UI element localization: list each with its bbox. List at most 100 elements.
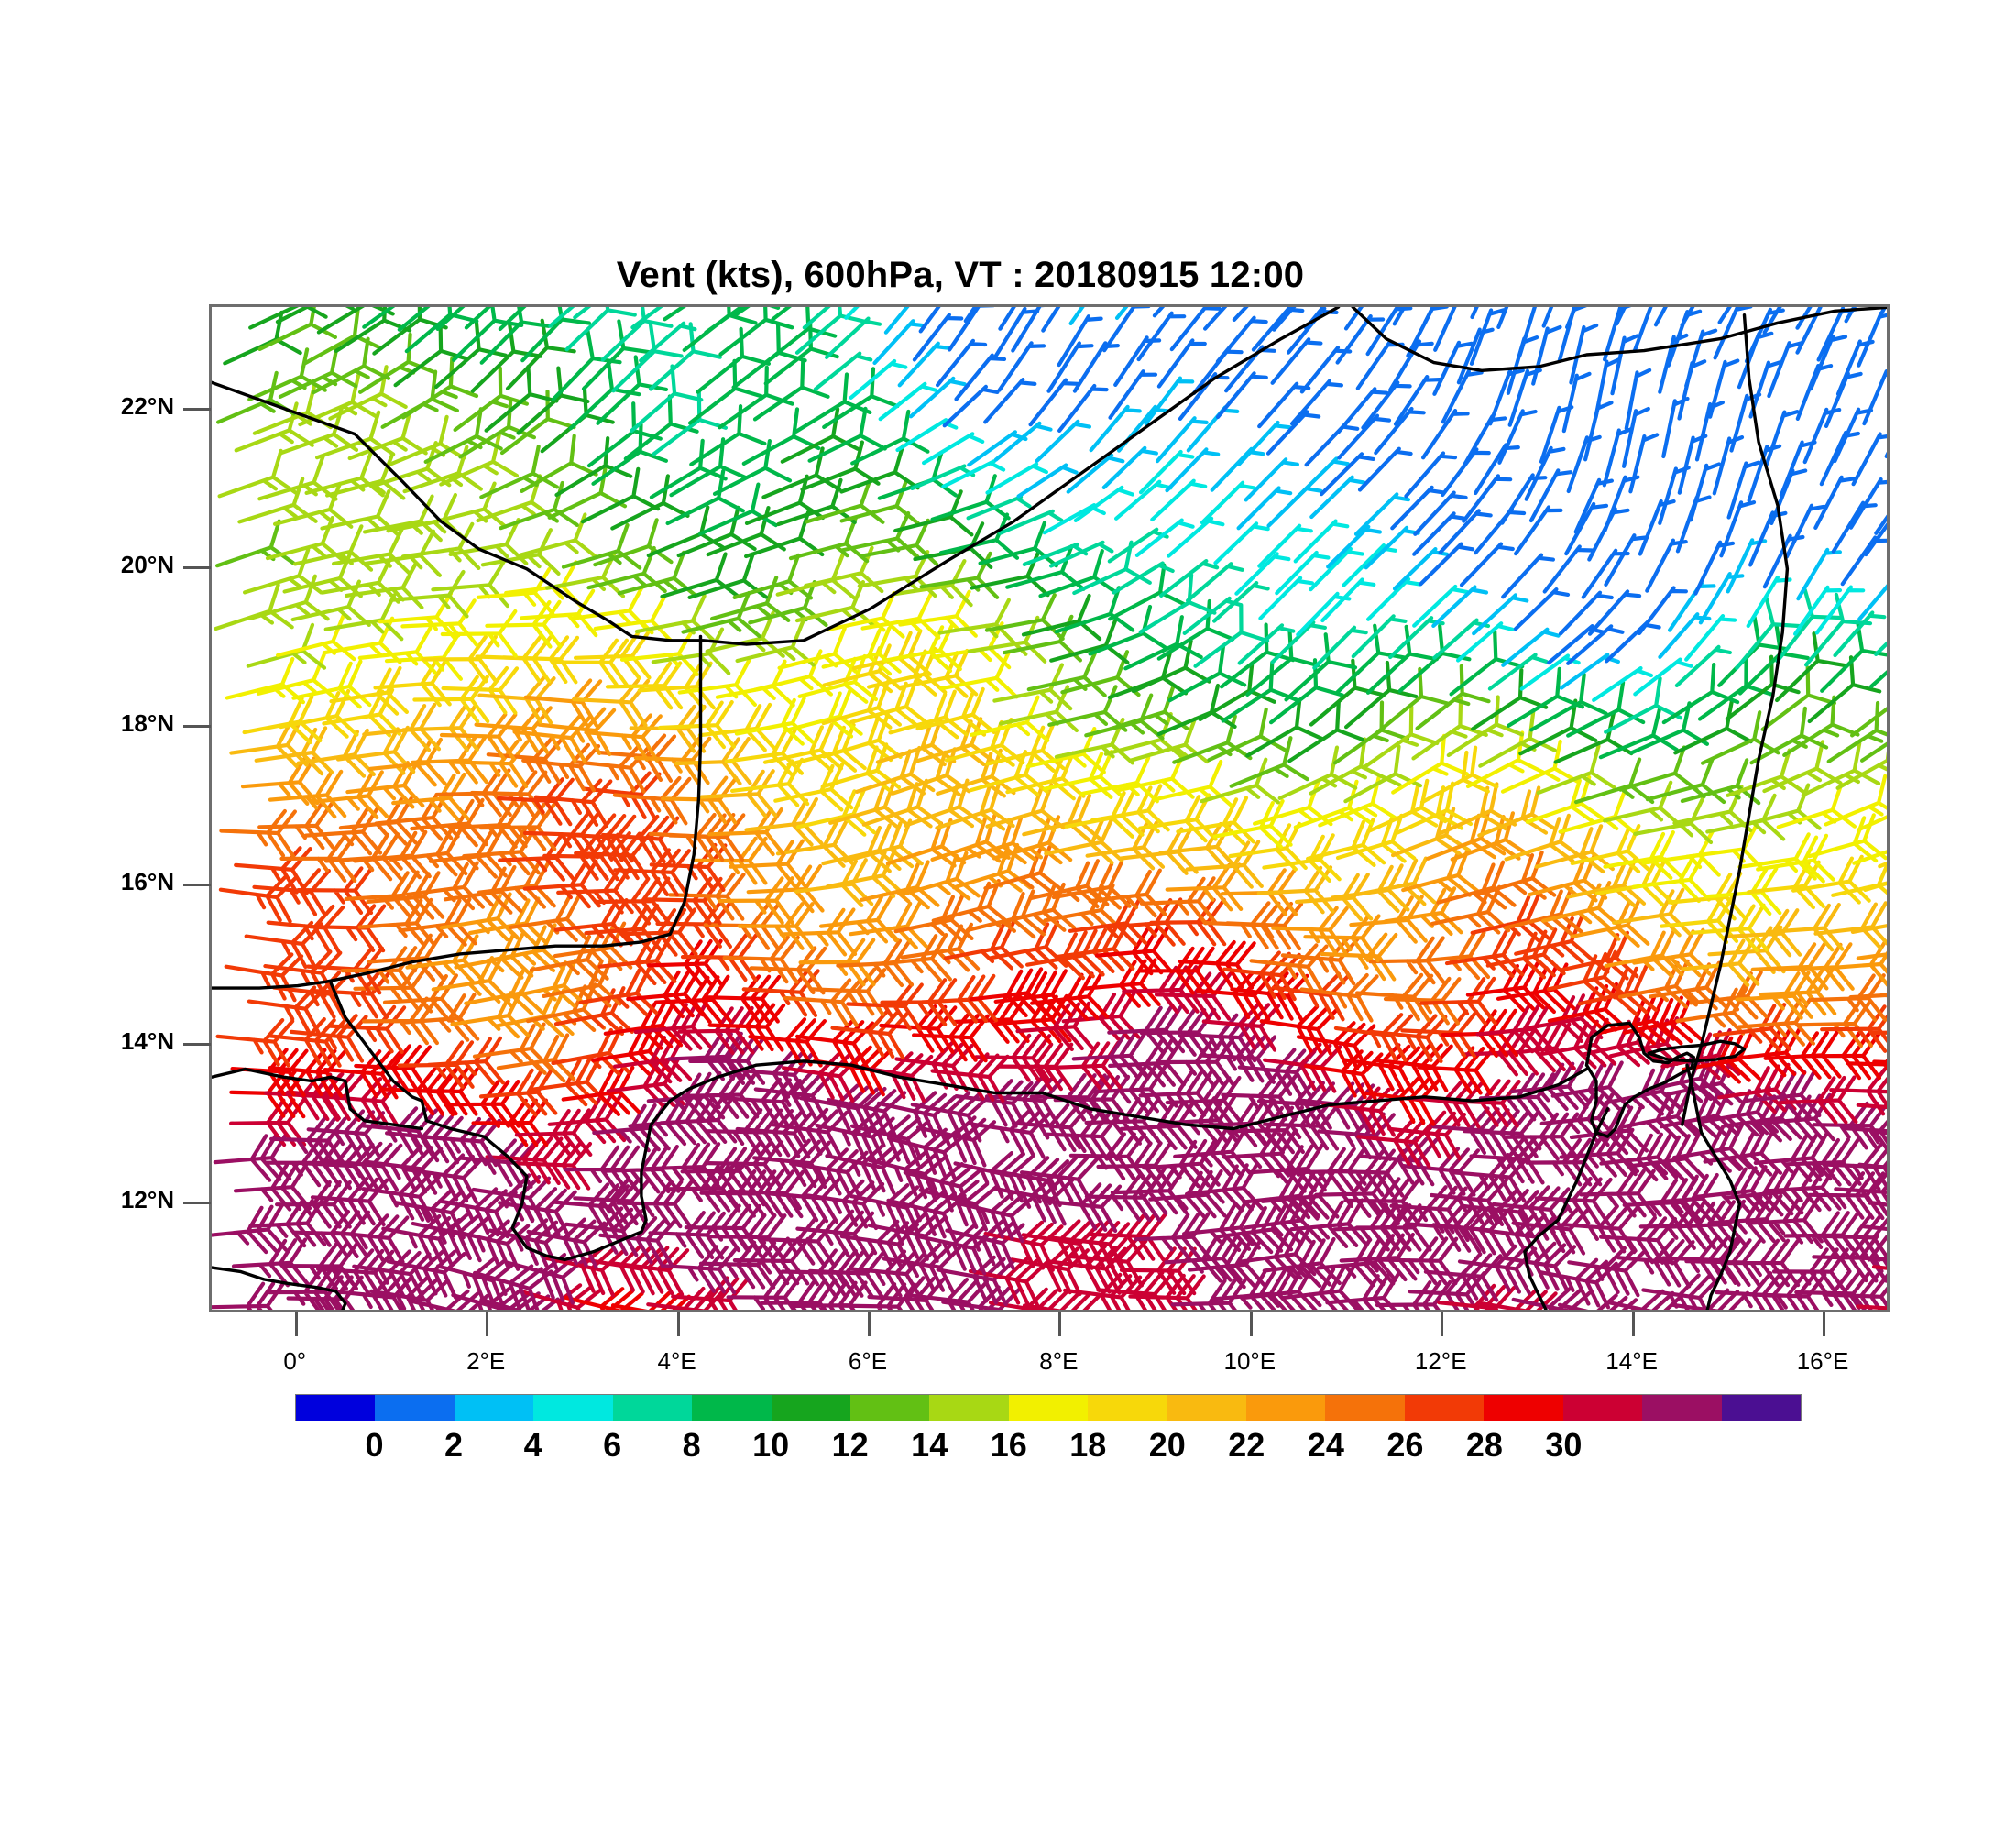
- wind-barb: [1566, 434, 1602, 494]
- wind-barb: [1269, 658, 1344, 725]
- wind-barb: [992, 307, 1040, 359]
- wind-barb: [1265, 410, 1321, 456]
- wind-barb: [1020, 1155, 1100, 1205]
- wind-barb: [1417, 1046, 1496, 1096]
- wind-barb: [802, 307, 831, 330]
- wind-barb: [883, 307, 910, 335]
- x-axis-tick-mark: [1058, 1312, 1062, 1336]
- wind-barb: [257, 455, 338, 501]
- wind-barb: [1136, 311, 1187, 362]
- wind-barb: [1684, 614, 1737, 662]
- wind-barb: [1026, 650, 1107, 697]
- wind-barb: [1756, 833, 1835, 884]
- wind-barb: [1043, 1112, 1121, 1162]
- wind-barb: [1318, 774, 1398, 828]
- wind-barb: [296, 728, 376, 778]
- wind-barb: [234, 401, 314, 453]
- wind-barb: [1775, 631, 1847, 703]
- wind-barb: [1807, 813, 1887, 863]
- wind-barb: [898, 589, 978, 638]
- wind-barb: [612, 1033, 693, 1084]
- wind-barb: [827, 1086, 907, 1139]
- wind-barb: [1496, 962, 1576, 1015]
- y-axis-tick-mark: [183, 407, 211, 411]
- wind-barb: [1608, 1016, 1689, 1069]
- wind-barb: [639, 321, 697, 363]
- wind-barb: [1813, 475, 1857, 530]
- wind-barb: [1719, 500, 1757, 558]
- wind-barb: [867, 646, 948, 697]
- wind-barb: [897, 341, 952, 388]
- wind-barb: [597, 733, 677, 783]
- wind-barb: [616, 1180, 694, 1229]
- wind-barb: [655, 900, 733, 949]
- wind-barb: [749, 946, 827, 995]
- wind-barb: [520, 1283, 602, 1310]
- wind-barb: [405, 934, 485, 983]
- wind-barb: [1437, 782, 1517, 836]
- wind-barb: [1393, 375, 1441, 426]
- wind-barb: [1820, 1004, 1887, 1053]
- wind-barb: [1138, 449, 1195, 495]
- colorbar-segment: [612, 1395, 693, 1421]
- wind-barb: [945, 1218, 1025, 1270]
- wind-barb: [795, 1018, 875, 1070]
- wind-barb: [1165, 1075, 1244, 1125]
- wind-barb: [1809, 334, 1848, 391]
- colorbar-tick-label: 28: [1465, 1426, 1503, 1464]
- wind-barb: [308, 904, 387, 953]
- wind-barb: [799, 1083, 880, 1136]
- wind-barb: [353, 829, 432, 880]
- wind-barb: [435, 307, 466, 331]
- wind-barb: [1374, 406, 1426, 456]
- wind-barb: [821, 823, 902, 873]
- wind-barb: [727, 1169, 805, 1219]
- map-plot-area[interactable]: [209, 304, 1890, 1312]
- y-axis-tick-label: 22°N: [120, 391, 174, 420]
- wind-barb: [1341, 1043, 1421, 1094]
- wind-barb: [266, 904, 345, 954]
- wind-barb: [1594, 357, 1622, 420]
- wind-barb: [1284, 632, 1358, 702]
- wind-barb: [496, 1033, 576, 1083]
- wind-barb: [1021, 593, 1102, 642]
- wind-barb: [1723, 1238, 1801, 1288]
- wind-barb: [1057, 314, 1103, 368]
- wind-barb: [900, 922, 981, 972]
- wind-barb: [506, 958, 586, 1008]
- wind-barb: [479, 445, 559, 499]
- map-outline-group: [212, 307, 1887, 1310]
- wind-barb: [1362, 1075, 1441, 1126]
- wind-barb: [1610, 334, 1639, 396]
- wind-barb: [1337, 413, 1392, 460]
- wind-barb: [699, 769, 778, 818]
- wind-barb: [1258, 576, 1314, 620]
- x-axis-tick-label: 4°E: [657, 1347, 696, 1375]
- wind-barb: [1212, 581, 1270, 623]
- wind-barb: [286, 1275, 364, 1310]
- wind-barb: [808, 967, 887, 1016]
- wind-barb: [1173, 1126, 1252, 1177]
- wind-barb: [1513, 587, 1571, 631]
- wind-barb: [1383, 976, 1462, 1026]
- colorbar-tick-label: 30: [1545, 1426, 1583, 1464]
- wind-barb: [325, 453, 406, 500]
- wind-barb: [619, 628, 699, 676]
- wind-barb: [498, 307, 527, 332]
- wind-barb: [1411, 930, 1491, 981]
- wind-barb: [1089, 404, 1142, 453]
- map-boundary-line: [212, 1266, 347, 1310]
- speed-colorbar[interactable]: [295, 1394, 1802, 1421]
- wind-barb: [730, 757, 810, 807]
- wind-barb: [658, 700, 736, 750]
- wind-barb: [1240, 1266, 1318, 1310]
- wind-barb: [876, 1091, 957, 1143]
- wind-barb: [1536, 743, 1616, 796]
- wind-barb: [600, 307, 674, 362]
- wind-barb: [1220, 622, 1296, 689]
- wind-barb: [825, 316, 882, 359]
- wind-barb: [268, 769, 347, 819]
- wind-barb: [1108, 369, 1158, 420]
- wind-barb: [963, 307, 978, 324]
- wind-barb: [1759, 967, 1837, 1016]
